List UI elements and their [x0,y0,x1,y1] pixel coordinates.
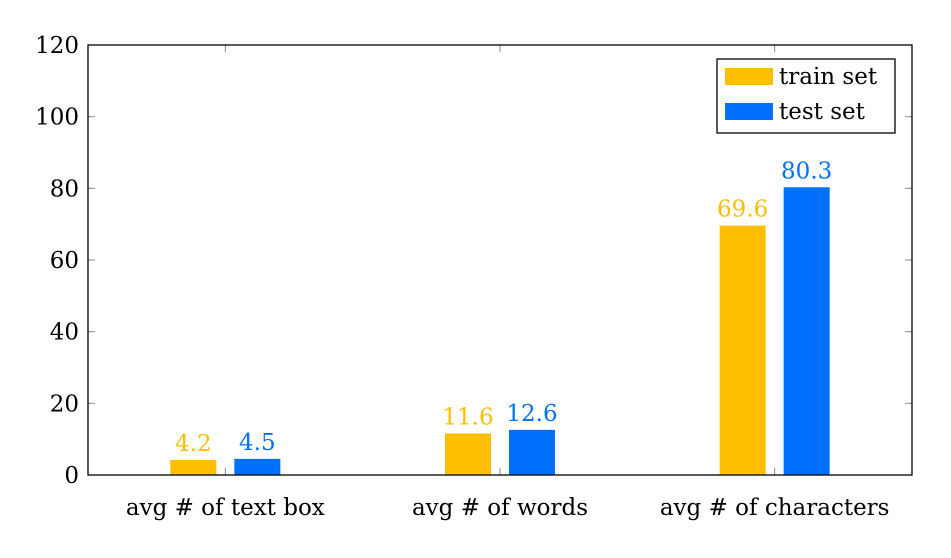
data-label-1-1: 12.6 [506,401,557,427]
data-label-1-0: 11.6 [442,404,493,430]
bars [170,187,830,475]
bar-0-0 [170,459,217,475]
x-tick-label-0: avg # of text box [126,495,325,521]
data-label-0-0: 4.2 [175,431,212,457]
x-tick-labels: avg # of text box avg # of words avg # of … [126,495,890,521]
y-tick-label-3: 60 [50,248,79,274]
data-label-2-1: 80.3 [781,158,832,184]
y-tick-labels: 0 20 40 60 80 100 120 [35,33,79,489]
legend-label-1: test set [779,99,866,125]
y-tick-label-2: 40 [50,320,79,346]
data-label-2-0: 69.6 [717,197,768,223]
bar-0-1 [234,458,281,475]
y-tick-label-6: 120 [35,33,79,59]
x-tick-label-1: avg # of words [412,495,588,521]
legend-label-0: train set [779,64,878,90]
y-tick-label-4: 80 [50,176,79,202]
bar-1-0 [445,433,491,475]
value-labels: 4.2 4.5 11.6 12.6 69.6 80.3 [175,158,832,457]
y-tick-label-5: 100 [35,105,79,131]
y-tick-label-1: 20 [50,391,79,417]
bar-1-1 [509,429,555,475]
x-tick-label-2: avg # of characters [660,495,890,521]
legend-swatch-0 [725,68,773,85]
bar-2-0 [719,225,766,475]
bar-2-1 [783,187,830,475]
legend-swatch-1 [725,103,773,120]
data-label-0-1: 4.5 [239,430,276,456]
legend: train set test set [716,58,896,134]
y-tick-label-0: 0 [64,463,79,489]
plot-frame [87,44,913,476]
